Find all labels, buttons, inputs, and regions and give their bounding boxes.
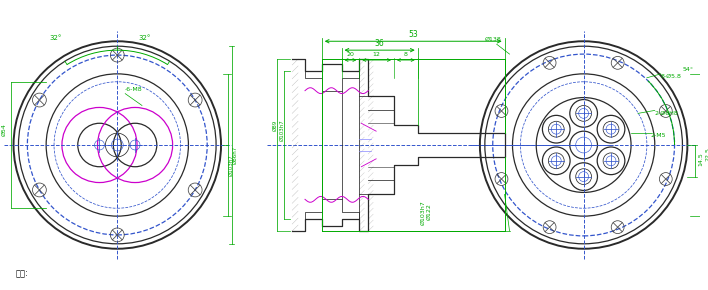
Text: 14.5: 14.5 [698,152,703,166]
Text: 12: 12 [372,52,381,57]
Text: Ø138: Ø138 [484,37,501,42]
Text: 比例:: 比例: [16,269,28,278]
Text: 8: 8 [404,52,408,57]
Text: 2-M5: 2-M5 [651,133,666,138]
Text: 20: 20 [346,52,355,57]
Text: -6-M8: -6-M8 [125,87,143,92]
Text: 32°: 32° [50,35,62,41]
Text: 22.5: 22.5 [705,147,708,161]
Text: Ø122: Ø122 [427,203,432,220]
Text: Ø103h7: Ø103h7 [420,200,425,225]
Text: 53: 53 [409,30,418,39]
Text: 8-Ø5.8: 8-Ø5.8 [661,74,682,79]
Text: 32°: 32° [139,35,151,41]
Text: Ø54: Ø54 [1,123,6,136]
Text: Ø86h7: Ø86h7 [233,146,238,164]
Text: 36: 36 [375,39,384,48]
Text: 2-Ø6H8: 2-Ø6H8 [655,111,678,116]
Text: Ø103h7: Ø103h7 [280,119,285,141]
Text: 54°: 54° [683,67,693,72]
Text: Ø103h7: Ø103h7 [229,154,234,176]
Text: Ø89: Ø89 [273,120,278,131]
